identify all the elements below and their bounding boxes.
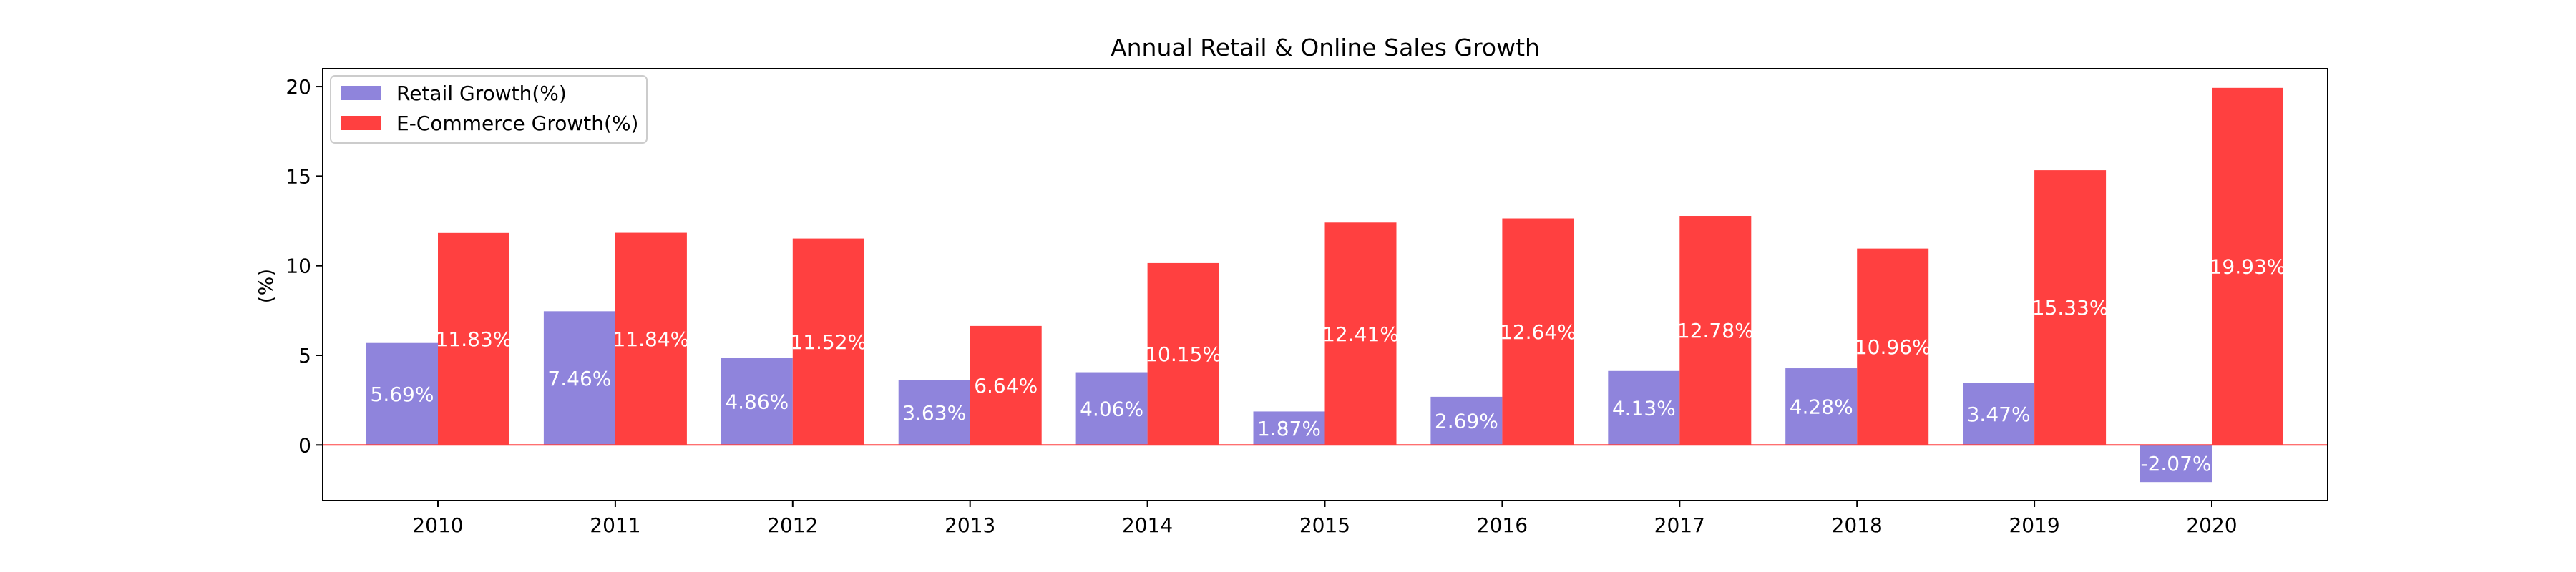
legend: Retail Growth(%) E-Commerce Growth(%) (330, 75, 648, 144)
y-tick-label: 20 (286, 75, 311, 99)
data-label: 15.33% (2032, 296, 2109, 320)
bar-retail (1253, 411, 1325, 445)
bar-ecommerce (438, 232, 509, 445)
data-label: 12.78% (1677, 319, 1754, 342)
data-label: 6.64% (974, 374, 1038, 398)
data-label: 11.83% (436, 327, 512, 351)
data-label: 5.69% (371, 383, 434, 406)
data-label: -2.07% (2140, 452, 2211, 475)
y-tick-label: 10 (286, 255, 311, 278)
legend-label: Retail Growth(%) (396, 82, 567, 105)
x-tick-label: 2018 (1832, 513, 1883, 537)
x-tick-label: 2012 (767, 513, 818, 537)
data-label: 11.84% (613, 327, 690, 351)
data-label: 19.93% (2210, 255, 2286, 279)
x-tick-label: 2016 (1477, 513, 1528, 537)
bar-retail (1785, 368, 1858, 445)
data-label: 4.86% (725, 390, 789, 413)
data-label: 2.69% (1435, 410, 1498, 433)
data-label: 11.52% (790, 330, 867, 354)
plot-area: 5.69% 11.83% 7.46%11.84% 4.86% 11.52% 3.63% 6.… (323, 87, 2328, 483)
bar-ecommerce (1324, 222, 1397, 445)
bar-ecommerce (1679, 216, 1752, 445)
data-label: 7.46% (547, 367, 611, 390)
bar-retail (1430, 396, 1503, 445)
bar-ecommerce (615, 232, 687, 445)
bar-retail (898, 380, 970, 445)
bar-retail (1963, 383, 2035, 445)
y-axis-label: (%) (254, 269, 278, 303)
bar-ecommerce (792, 238, 864, 445)
legend-swatch (341, 116, 381, 130)
bar-retail (2140, 445, 2212, 483)
y-tick-label: 15 (286, 164, 311, 188)
data-label: 12.41% (1322, 322, 1399, 346)
legend-box (330, 75, 648, 144)
bar-ecommerce (1502, 218, 1574, 445)
data-label: 12.64% (1500, 320, 1576, 344)
y-axis: 0 5 10 15 20 (286, 75, 323, 457)
legend-swatch (341, 86, 381, 100)
x-tick-label: 2013 (945, 513, 995, 537)
x-tick-label: 2019 (2009, 513, 2059, 537)
x-tick-label: 2015 (1299, 513, 1350, 537)
data-label: 3.63% (902, 401, 966, 425)
bar-retail (1608, 370, 1680, 445)
bar-retail (721, 358, 793, 445)
bar-ecommerce (2034, 170, 2107, 445)
x-tick-label: 2014 (1122, 513, 1173, 537)
bar-retail (543, 311, 615, 445)
data-label: 3.47% (1967, 403, 2031, 426)
bar-ecommerce (970, 325, 1042, 445)
x-tick-label: 2017 (1654, 513, 1705, 537)
bar-ecommerce (2212, 87, 2283, 445)
x-tick-label: 2020 (2186, 513, 2237, 537)
data-label: 1.87% (1257, 417, 1321, 440)
x-axis: 2010 2011 2012 2013 2014 2015 2016 2017 2018 2019… (412, 500, 2238, 537)
y-tick-label: 5 (298, 344, 311, 368)
x-tick-label: 2010 (412, 513, 463, 537)
data-label: 4.13% (1612, 397, 1676, 420)
bar-retail (1075, 372, 1148, 445)
data-label: 10.15% (1145, 342, 1221, 366)
bar-ecommerce (1857, 248, 1929, 445)
bar-ecommerce (1147, 262, 1219, 445)
data-label: 4.28% (1790, 395, 1853, 419)
data-label: 10.96% (1855, 335, 1931, 359)
legend-label: E-Commerce Growth(%) (396, 112, 638, 135)
chart-title: Annual Retail & Online Sales Growth (1111, 34, 1540, 61)
x-tick-label: 2011 (590, 513, 640, 537)
data-label: 4.06% (1080, 397, 1143, 420)
bar-retail (366, 342, 438, 445)
y-tick-label: 0 (298, 433, 311, 457)
